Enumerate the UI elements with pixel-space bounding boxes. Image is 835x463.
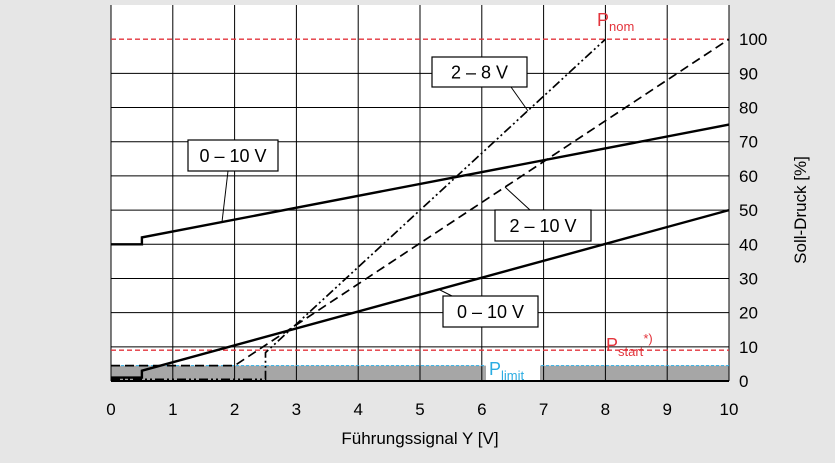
series-line-0 [111,123,730,246]
x-tick-label: 6 [477,400,486,419]
y-tick-label: 0 [739,372,748,391]
x-tick-label: 4 [353,400,362,419]
series-label: 0 – 10 V [457,302,524,322]
series-label-box [442,295,539,328]
series-label-box [431,56,528,88]
x-tick-label: 8 [601,400,610,419]
reference-label-subscript: limit [501,368,524,383]
y-tick-label: 40 [739,235,758,254]
series-label-box [494,209,592,242]
x-tick-label: 10 [720,400,739,419]
series-line-2 [111,38,730,367]
x-axis-label: Führungssignal Y [V] [341,429,498,448]
x-tick-label: 2 [230,400,239,419]
y-tick-label: 60 [739,167,758,186]
y-tick-label: 10 [739,338,758,357]
y-tick-label: 30 [739,269,758,288]
series-line-1 [111,208,730,379]
reference-label-superscript: *) [643,331,652,346]
reference-label-symbol: P [606,335,618,355]
series-label: 0 – 10 V [199,146,266,166]
reference-label-symbol: P [597,10,609,30]
reference-label-symbol: P [489,359,501,379]
reference-label-subscript: start [618,344,644,359]
series-label-box [187,139,279,172]
series-label-pointer [221,170,229,223]
series-group [111,38,730,381]
reference-label-box [486,359,540,380]
x-tick-label: 0 [106,400,115,419]
y-tick-label: 80 [739,99,758,118]
series-label-pointer [510,86,529,112]
x-tick-label: 3 [292,400,301,419]
x-tick-label: 1 [168,400,177,419]
series-line-3 [111,38,606,381]
reference-label-nom: Pnom [597,10,634,34]
reference-label-subscript: nom [609,19,634,34]
y-tick-label: 100 [739,30,767,49]
x-tick-label: 5 [415,400,424,419]
series-label: 2 – 8 V [451,63,508,83]
y-tick-label: 90 [739,64,758,83]
x-tick-label: 9 [662,400,671,419]
reference-label-start: Pstart*) [606,331,653,359]
y-tick-label: 50 [739,201,758,220]
series-label-pointer [504,186,531,211]
series-label-pointer [437,288,453,297]
x-tick-label: 7 [539,400,548,419]
reference-label-limit: Plimit [489,359,525,383]
y-tick-label: 70 [739,133,758,152]
y-tick-label: 20 [739,304,758,323]
series-label: 2 – 10 V [509,216,576,236]
series-labels-group: 0 – 10 V 0 – 10 V 2 – 10 V 2 – 8 V [187,56,592,328]
y-axis-label: Soll-Druck [%] [791,156,810,264]
